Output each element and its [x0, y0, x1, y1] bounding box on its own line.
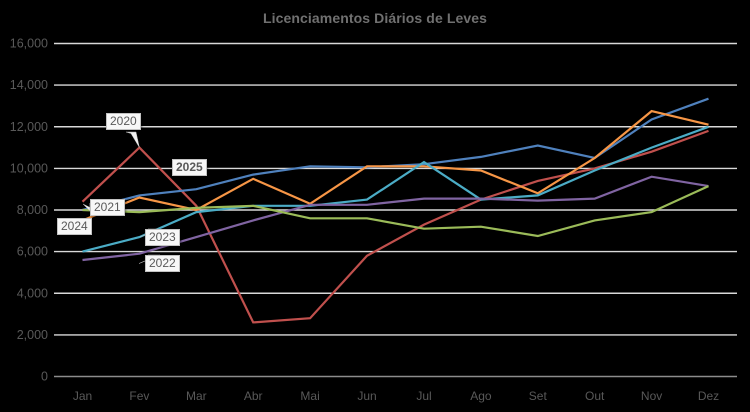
- svg-text:14,000: 14,000: [10, 78, 48, 92]
- svg-text:8,000: 8,000: [17, 203, 48, 217]
- svg-text:Set: Set: [529, 389, 548, 403]
- svg-text:Out: Out: [585, 389, 605, 403]
- svg-text:Mar: Mar: [186, 389, 207, 403]
- svg-text:Jul: Jul: [416, 389, 431, 403]
- svg-text:Abr: Abr: [244, 389, 263, 403]
- svg-text:Ago: Ago: [470, 389, 492, 403]
- svg-text:4,000: 4,000: [17, 286, 48, 300]
- svg-text:0: 0: [41, 370, 48, 384]
- svg-text:Nov: Nov: [641, 389, 662, 403]
- svg-text:Jan: Jan: [73, 389, 92, 403]
- svg-text:16,000: 16,000: [10, 37, 48, 51]
- svg-text:Jun: Jun: [357, 389, 376, 403]
- svg-text:Dez: Dez: [698, 389, 719, 403]
- svg-text:12,000: 12,000: [10, 120, 48, 134]
- svg-text:Mai: Mai: [300, 389, 319, 403]
- svg-text:6,000: 6,000: [17, 245, 48, 259]
- svg-text:10,000: 10,000: [10, 161, 48, 175]
- svg-text:Fev: Fev: [129, 389, 149, 403]
- svg-text:2,000: 2,000: [17, 328, 48, 342]
